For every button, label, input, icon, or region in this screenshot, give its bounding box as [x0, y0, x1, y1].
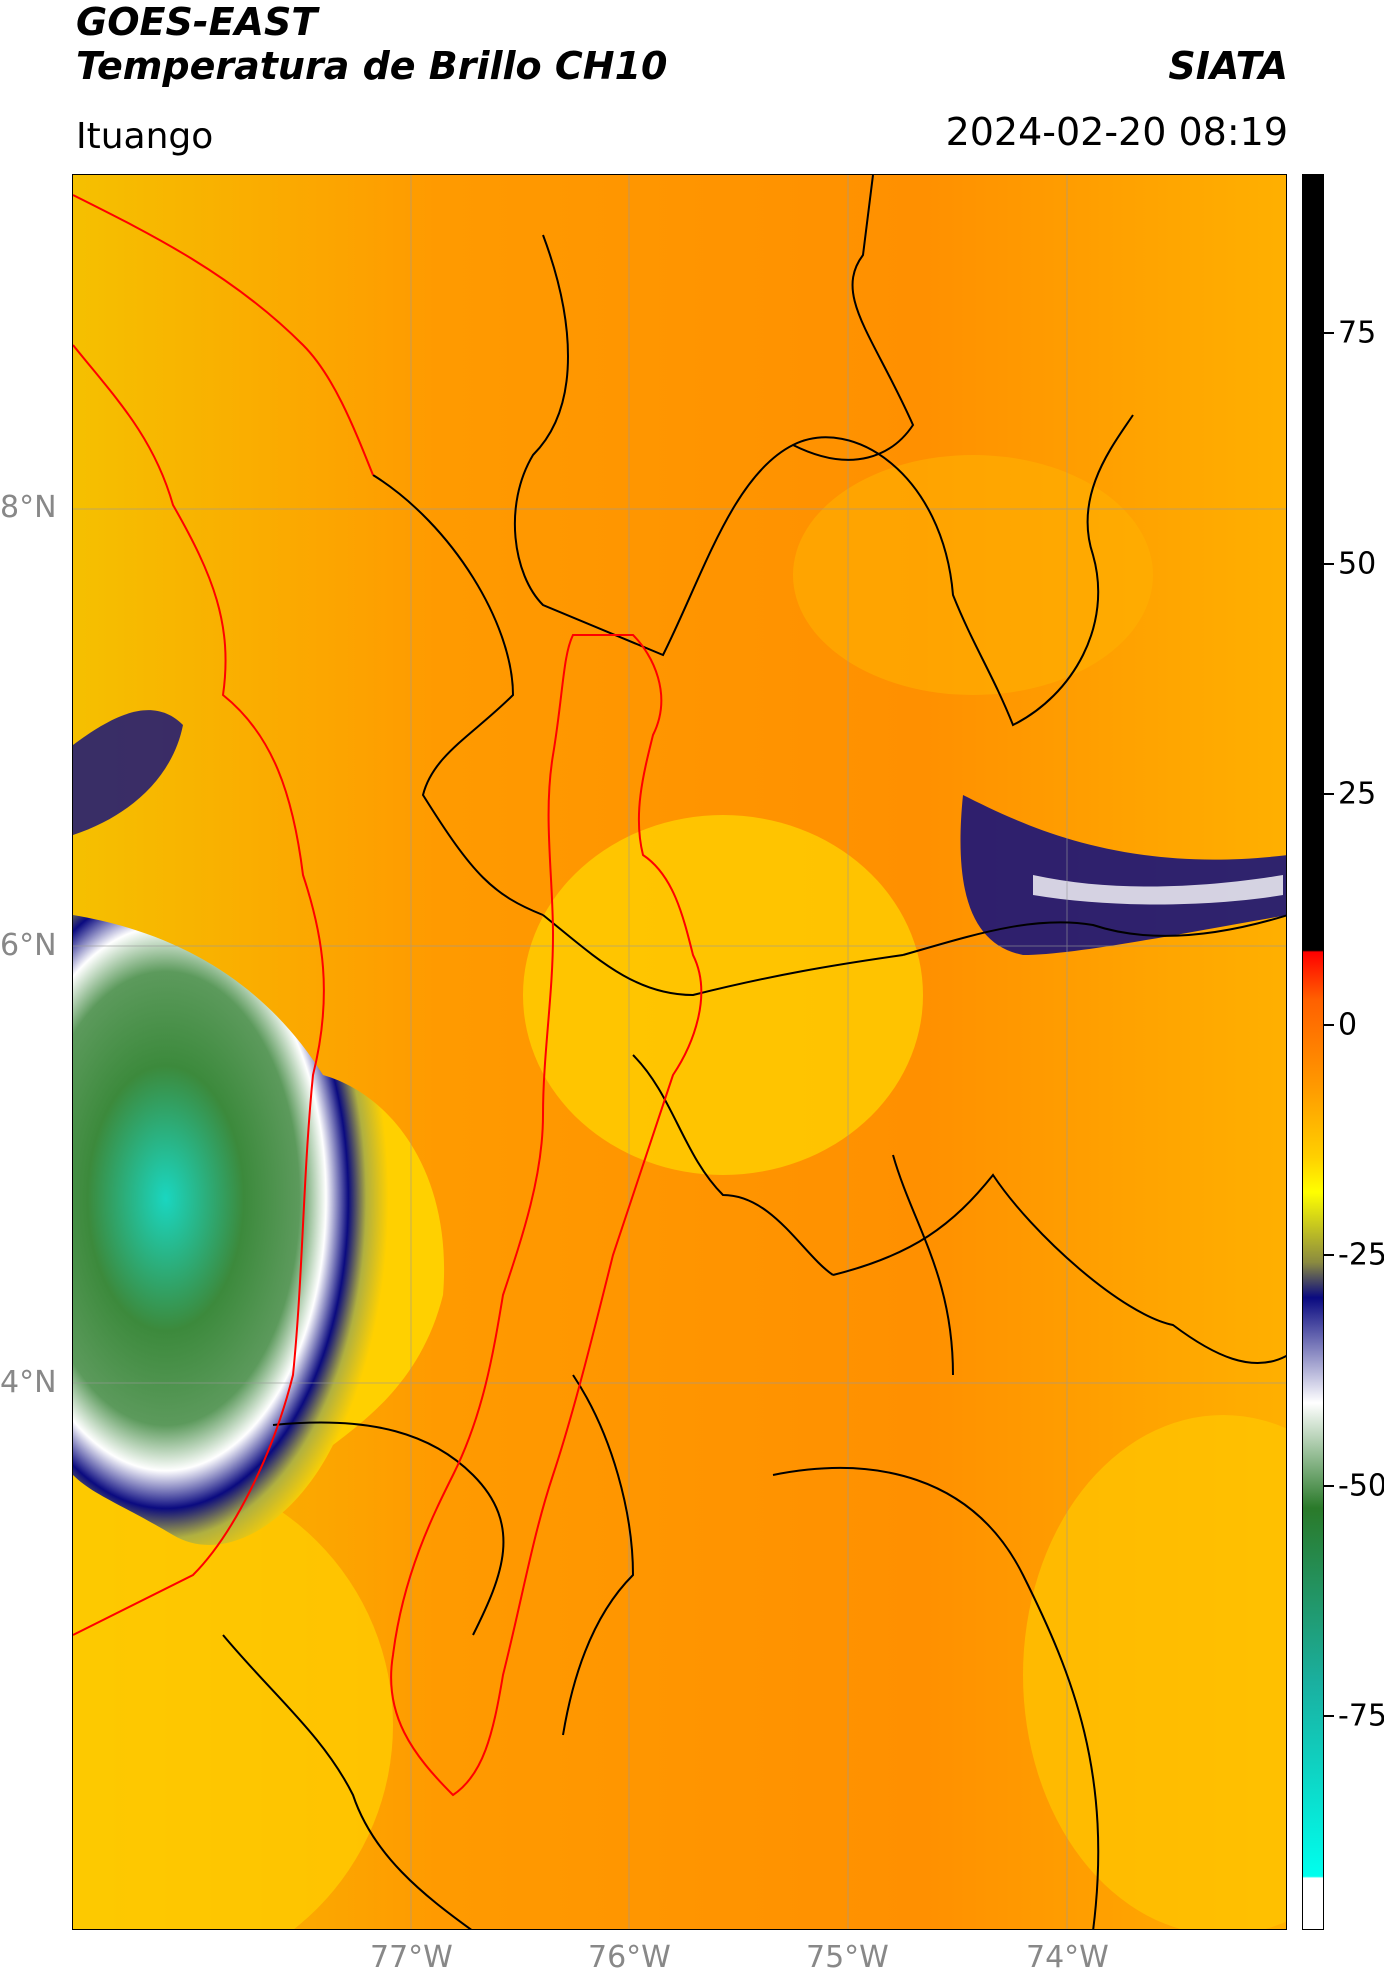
- coast-and-region-outline: [73, 194, 703, 1797]
- colorbar-label-75: 75: [1338, 315, 1377, 351]
- timestamp-label: 2024-02-20 08:19: [945, 110, 1288, 154]
- colorbar-label-minus25: -25: [1338, 1237, 1384, 1273]
- title-product: Temperatura de Brillo CH10: [76, 44, 668, 88]
- colorbar-scale: [1303, 175, 1323, 1929]
- lon-label-74w: 74°W: [1026, 1940, 1109, 1975]
- colorbar-label-minus50: -50: [1338, 1468, 1384, 1504]
- brand-label: SIATA: [1168, 44, 1288, 88]
- colorbar-tick: [1324, 1254, 1334, 1256]
- lat-label-6n: 6°N: [0, 928, 57, 963]
- colorbar-tick: [1324, 793, 1334, 795]
- location-label: Ituango: [76, 116, 214, 157]
- colorbar-label-50: 50: [1338, 546, 1377, 582]
- colorbar-tick: [1324, 563, 1334, 565]
- title-satellite: GOES-EAST: [76, 0, 318, 44]
- lat-label-4n: 4°N: [0, 1365, 57, 1400]
- map-canvas: [73, 175, 1286, 1929]
- colorbar-label-25: 25: [1338, 776, 1377, 812]
- colorbar-tick: [1324, 1485, 1334, 1487]
- lat-label-8n: 8°N: [0, 490, 57, 525]
- colorbar-tick: [1324, 332, 1334, 334]
- department-borders: [222, 175, 1286, 1929]
- colorbar-label-minus75: -75: [1338, 1698, 1384, 1734]
- colorbar-label-0: 0: [1338, 1007, 1358, 1043]
- colorbar-tick: [1324, 1715, 1334, 1717]
- map-title: GOES-EAST Temperatura de Brillo CH10: [76, 0, 667, 88]
- lon-label-77w: 77°W: [370, 1940, 453, 1975]
- graticule: [73, 175, 1286, 1929]
- satellite-map: [72, 174, 1287, 1930]
- convective-cloud: [73, 915, 445, 1545]
- lon-label-76w: 76°W: [588, 1940, 671, 1975]
- colorbar-tick: [1324, 1024, 1334, 1026]
- lon-label-75w: 75°W: [806, 1940, 889, 1975]
- colorbar: [1302, 174, 1324, 1930]
